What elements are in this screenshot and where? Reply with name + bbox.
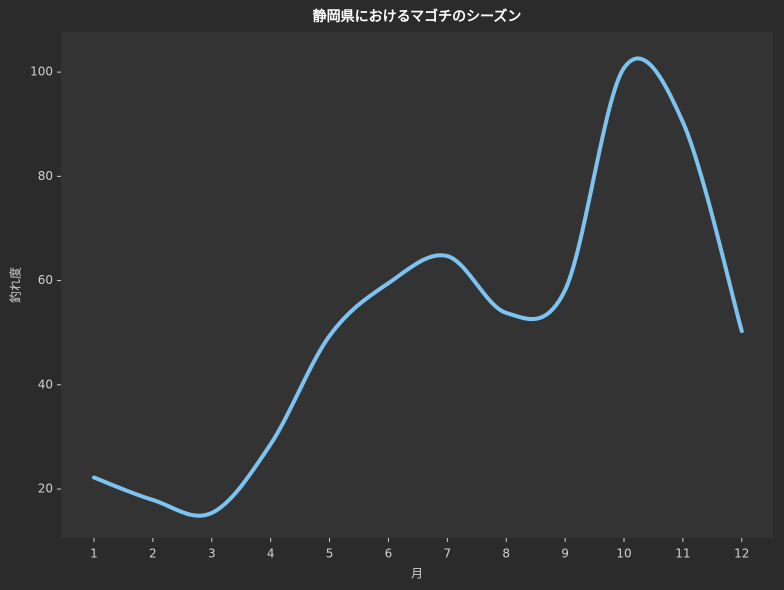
- y-tick-label: 100: [30, 65, 53, 79]
- y-tick-label: 20: [38, 482, 53, 496]
- x-tick-label: 6: [385, 547, 393, 561]
- y-axis-label: 釣れ度: [8, 267, 23, 303]
- chart-title: 静岡県におけるマゴチのシーズン: [313, 8, 522, 25]
- x-tick-label: 12: [734, 547, 749, 561]
- x-tick-label: 1: [90, 547, 98, 561]
- x-tick-label: 11: [675, 547, 690, 561]
- y-tick-label: 40: [38, 377, 53, 391]
- x-tick-label: 8: [502, 547, 510, 561]
- x-tick-label: 2: [149, 547, 157, 561]
- y-tick-label: 80: [38, 169, 53, 183]
- x-tick-label: 7: [444, 547, 452, 561]
- x-tick-label: 3: [208, 547, 216, 561]
- x-tick-label: 9: [561, 547, 569, 561]
- x-tick-label: 4: [267, 547, 275, 561]
- line: [91, 56, 744, 518]
- plot-area: [61, 32, 773, 538]
- x-tick-label: 10: [616, 547, 631, 561]
- x-tick-label: 5: [326, 547, 334, 561]
- y-tick-label: 60: [38, 273, 53, 287]
- x-axis-label: 月: [411, 567, 423, 581]
